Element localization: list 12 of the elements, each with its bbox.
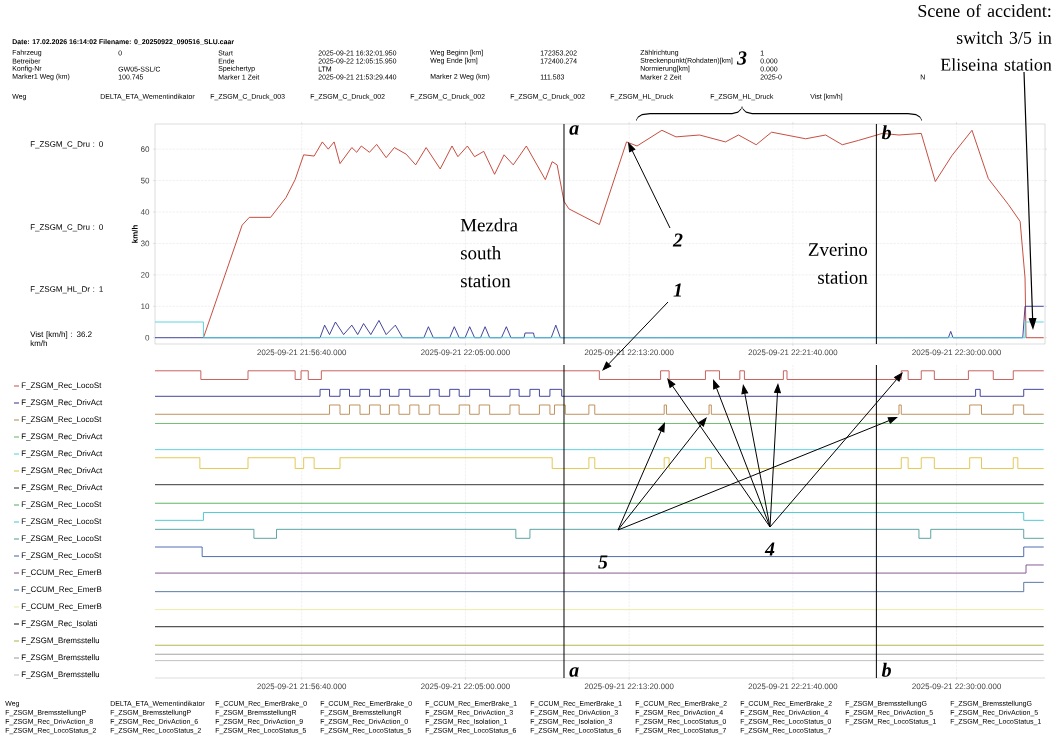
annotation: 4 (764, 542, 775, 556)
ref-line-label: a (569, 125, 579, 135)
annotation: 2 (672, 233, 683, 247)
annotation: Zverino station (808, 243, 868, 284)
text: Scene of accident: switch 3/5 in Eliseina station (918, 4, 1052, 71)
ref-line-label: a (569, 667, 579, 677)
annotation: 5 (598, 555, 608, 569)
text: 3 (736, 51, 747, 65)
ref-line-label: b (881, 662, 891, 677)
annotation: 1 (673, 283, 681, 297)
annotation: Mezdra south station (460, 218, 518, 288)
ref-line-label: b (881, 125, 891, 140)
